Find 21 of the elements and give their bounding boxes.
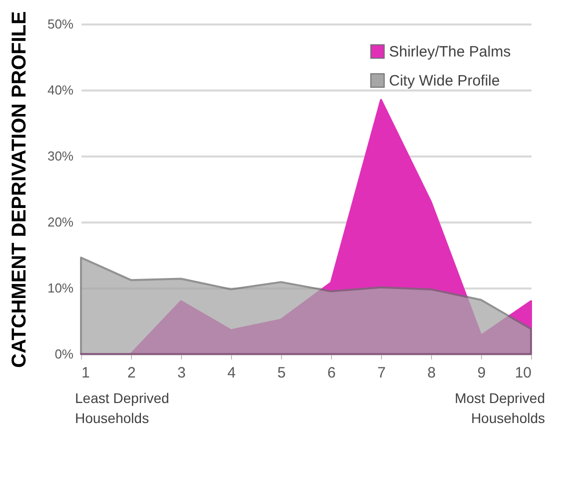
- y-tick-label: 40%: [47, 82, 74, 98]
- legend-label: Shirley/The Palms: [389, 44, 511, 60]
- y-tick-label: 30%: [47, 148, 74, 164]
- y-tick-label: 50%: [47, 16, 74, 32]
- x-tick-label: 4: [227, 364, 236, 382]
- x-tick-label: 10: [514, 364, 532, 382]
- x-tick-label: 2: [127, 364, 136, 382]
- y-tick-label: 10%: [47, 280, 74, 296]
- legend-label: City Wide Profile: [389, 72, 500, 90]
- x-tick-label: 5: [277, 364, 286, 382]
- x-tick-label: 6: [327, 364, 336, 382]
- y-tick-label: 20%: [47, 214, 74, 230]
- x-tick-label: 1: [82, 364, 90, 382]
- text: Least Deprived Households: [75, 390, 170, 426]
- x-tick-label: 7: [377, 364, 386, 382]
- x-tick-label: 8: [427, 364, 436, 382]
- x-tick-label: 3: [177, 364, 186, 382]
- text: Most Deprived Households: [454, 390, 545, 426]
- x-tick-label: 9: [477, 364, 486, 382]
- y-tick-label: 0%: [54, 346, 74, 362]
- y-axis-title: CATCHMENT DEPRIVATION PROFILE: [8, 11, 30, 368]
